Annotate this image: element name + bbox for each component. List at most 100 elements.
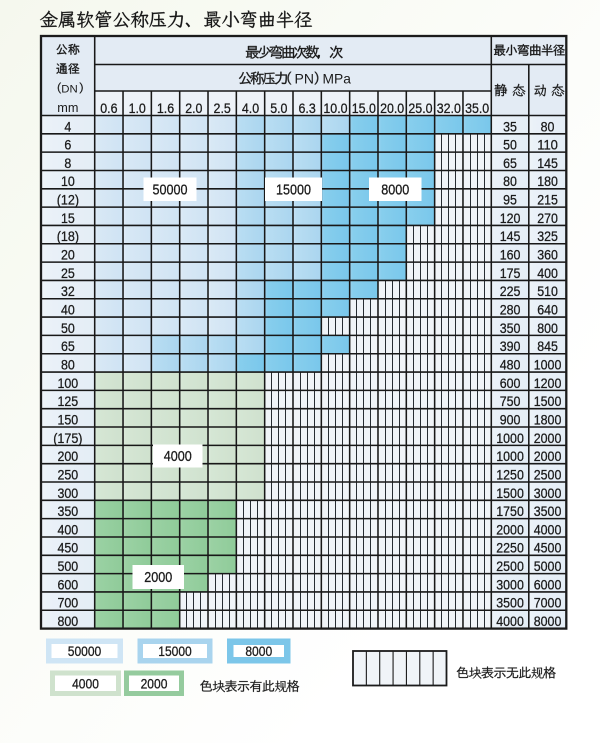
- svg-text:MPa: MPa: [323, 71, 352, 86]
- svg-text:7000: 7000: [534, 596, 562, 612]
- svg-text:350: 350: [58, 504, 79, 520]
- svg-text:50000: 50000: [68, 644, 102, 659]
- svg-text:20: 20: [61, 248, 75, 264]
- svg-text:225: 225: [500, 284, 521, 300]
- svg-text:(18): (18): [57, 229, 79, 245]
- svg-text:325: 325: [537, 229, 558, 245]
- svg-text:50: 50: [61, 321, 75, 337]
- svg-text:400: 400: [58, 522, 79, 538]
- svg-text:25.0: 25.0: [408, 101, 432, 117]
- svg-text:15000: 15000: [276, 182, 311, 198]
- svg-text:6.3: 6.3: [299, 101, 316, 117]
- svg-text:40: 40: [61, 303, 75, 319]
- svg-text:2500: 2500: [534, 467, 562, 483]
- svg-text:180: 180: [537, 174, 558, 190]
- svg-text:215: 215: [537, 193, 558, 209]
- svg-text:2.0: 2.0: [185, 101, 202, 117]
- svg-text:8: 8: [64, 156, 71, 172]
- svg-text:600: 600: [500, 376, 521, 392]
- svg-text:1500: 1500: [496, 486, 524, 502]
- svg-text:640: 640: [537, 303, 558, 319]
- svg-text:65: 65: [503, 156, 517, 172]
- svg-text:500: 500: [58, 559, 79, 575]
- svg-text:350: 350: [500, 321, 521, 337]
- svg-text:8000: 8000: [245, 644, 272, 659]
- svg-text:(12): (12): [57, 193, 79, 209]
- svg-text:280: 280: [500, 303, 521, 319]
- svg-text:845: 845: [537, 339, 558, 355]
- svg-text:4000: 4000: [72, 676, 99, 691]
- svg-text:2000: 2000: [534, 449, 562, 465]
- svg-text:125: 125: [58, 394, 79, 410]
- svg-text:2000: 2000: [144, 570, 172, 586]
- svg-text:1.6: 1.6: [157, 101, 174, 117]
- svg-text:4: 4: [64, 119, 71, 135]
- svg-text:32: 32: [61, 284, 75, 300]
- svg-text:1000: 1000: [496, 431, 524, 447]
- svg-text:1.0: 1.0: [129, 101, 146, 117]
- svg-text:1200: 1200: [534, 376, 562, 392]
- svg-text:750: 750: [500, 394, 521, 410]
- svg-text:2000: 2000: [534, 431, 562, 447]
- svg-text:4.0: 4.0: [242, 101, 259, 117]
- svg-text:5000: 5000: [534, 559, 562, 575]
- svg-text:2500: 2500: [496, 559, 524, 575]
- svg-text:1800: 1800: [534, 412, 562, 428]
- svg-text:6000: 6000: [534, 577, 562, 593]
- svg-text:175: 175: [500, 266, 521, 282]
- svg-text:0.6: 0.6: [100, 101, 117, 117]
- svg-text:1000: 1000: [496, 449, 524, 465]
- svg-text:3500: 3500: [534, 504, 562, 520]
- svg-text:4000: 4000: [534, 522, 562, 538]
- svg-text:(175): (175): [53, 431, 82, 447]
- svg-text:DN: DN: [61, 84, 77, 96]
- svg-text:270: 270: [537, 211, 558, 227]
- svg-text:900: 900: [500, 412, 521, 428]
- svg-text:4000: 4000: [164, 449, 192, 465]
- svg-text:6: 6: [64, 138, 71, 154]
- svg-text:95: 95: [503, 193, 517, 209]
- svg-text:50: 50: [503, 138, 517, 154]
- svg-text:15: 15: [61, 211, 75, 227]
- svg-text:250: 250: [58, 467, 79, 483]
- svg-text:4500: 4500: [534, 541, 562, 557]
- svg-text:35: 35: [503, 119, 517, 135]
- svg-text:15.0: 15.0: [352, 101, 376, 117]
- svg-text:1750: 1750: [496, 504, 524, 520]
- svg-text:3000: 3000: [496, 577, 524, 593]
- svg-text:25: 25: [61, 266, 75, 282]
- svg-text:mm: mm: [57, 101, 78, 115]
- svg-text:400: 400: [537, 266, 558, 282]
- svg-text:3000: 3000: [534, 486, 562, 502]
- svg-text:10.0: 10.0: [323, 101, 347, 117]
- svg-text:65: 65: [61, 339, 75, 355]
- svg-text:5.0: 5.0: [270, 101, 287, 117]
- svg-text:10: 10: [61, 174, 75, 190]
- svg-text:700: 700: [58, 596, 79, 612]
- svg-text:4000: 4000: [496, 614, 524, 630]
- svg-text:8000: 8000: [381, 182, 409, 198]
- svg-text:360: 360: [537, 248, 558, 264]
- svg-text:32.0: 32.0: [437, 101, 461, 117]
- svg-text:480: 480: [500, 357, 521, 373]
- svg-text:50000: 50000: [153, 182, 188, 198]
- svg-text:100: 100: [58, 376, 79, 392]
- svg-text:80: 80: [503, 174, 517, 190]
- svg-text:120: 120: [500, 211, 521, 227]
- svg-text:300: 300: [58, 486, 79, 502]
- svg-text:510: 510: [537, 284, 558, 300]
- svg-text:PN: PN: [295, 71, 314, 87]
- svg-text:600: 600: [58, 577, 79, 593]
- svg-text:8000: 8000: [534, 614, 562, 630]
- svg-text:800: 800: [537, 321, 558, 337]
- svg-text:800: 800: [58, 614, 79, 630]
- svg-text:15000: 15000: [158, 644, 192, 659]
- svg-text:80: 80: [541, 119, 555, 135]
- svg-text:3500: 3500: [496, 596, 524, 612]
- svg-text:2000: 2000: [496, 522, 524, 538]
- svg-text:145: 145: [500, 229, 521, 245]
- svg-text:110: 110: [537, 138, 558, 154]
- svg-text:200: 200: [58, 449, 79, 465]
- svg-text:160: 160: [500, 248, 521, 264]
- svg-text:1500: 1500: [534, 394, 562, 410]
